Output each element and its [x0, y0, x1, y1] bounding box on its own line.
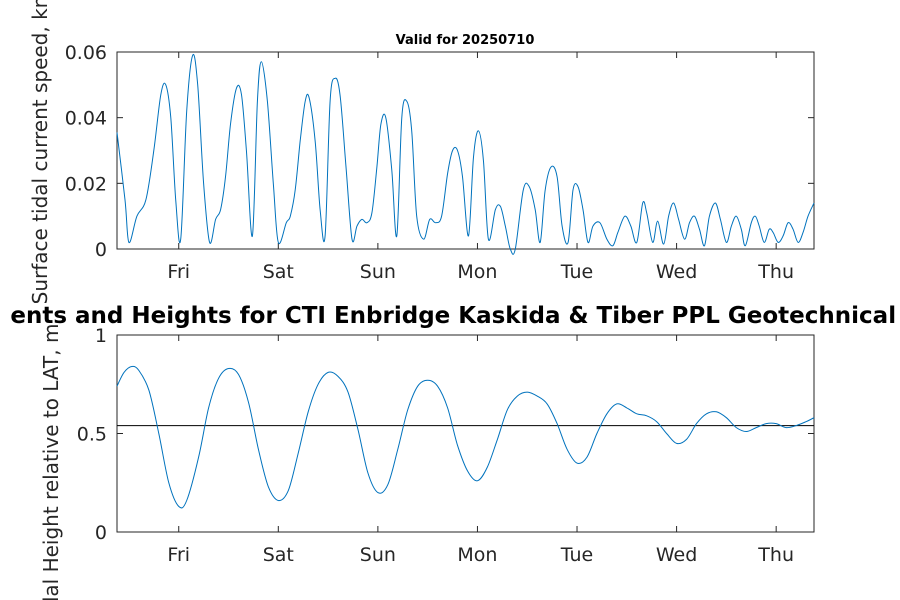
tidal-height-xtick-label: Mon: [457, 544, 497, 566]
tidal-height-xticks: Fri Sat Sun Mon Tue Wed Thu: [167, 335, 794, 566]
tidal-height-ytick-label: 0: [95, 522, 107, 544]
current-speed-ytick-label: 0.04: [65, 108, 107, 130]
tidal-height-xtick-label: Thu: [757, 544, 794, 566]
figure-main-title: ents and Heights for CTI Enbridge Kaskid…: [10, 303, 900, 329]
current-speed-xtick-label: Thu: [757, 261, 794, 283]
current-speed-ytick-label: 0.06: [65, 42, 107, 64]
current-speed-xtick-label: Mon: [457, 261, 497, 283]
current-speed-xtick-label: Sat: [263, 261, 294, 283]
current-speed-xtick-label: Tue: [560, 261, 593, 283]
tidal-height-xtick-label: Sun: [360, 544, 396, 566]
current-speed-xtick-label: Wed: [656, 261, 697, 283]
current-speed-title: Valid for 20250710: [396, 33, 535, 48]
current-speed-ytick-label: 0: [95, 239, 107, 261]
tidal-height-xtick-label: Fri: [167, 544, 190, 566]
tidal-height-ytick-label: 0.5: [77, 424, 107, 446]
tidal-height-ylabel: Tidal Height relative to LAT, m: [39, 324, 63, 600]
current-speed-axes: Valid for 20250710 Surface tidal current…: [28, 0, 815, 304]
tidal-height-axes: Tidal Height relative to LAT, m Fri Sat Su…: [39, 324, 815, 600]
tidal-height-plot-area: [116, 334, 815, 533]
tidal-height-ytick-label: 1: [95, 325, 107, 347]
current-speed-series-line: [116, 53, 815, 255]
current-speed-yticks: 0 0.02 0.04 0.06: [65, 42, 814, 261]
current-speed-plot-area: [116, 51, 815, 250]
current-speed-xtick-label: Fri: [167, 261, 190, 283]
tidal-height-xtick-label: Tue: [560, 544, 593, 566]
current-speed-xtick-label: Sun: [360, 261, 396, 283]
current-speed-xticks: Fri Sat Sun Mon Tue Wed Thu: [167, 52, 794, 283]
tidal-height-series-line: [116, 365, 815, 509]
current-speed-ytick-label: 0.02: [65, 173, 107, 195]
tidal-height-xtick-label: Wed: [656, 544, 697, 566]
tidal-height-yticks: 00.51: [77, 325, 814, 544]
current-speed-ylabel: Surface tidal current speed, kn: [28, 0, 52, 304]
tidal-height-xtick-label: Sat: [263, 544, 294, 566]
